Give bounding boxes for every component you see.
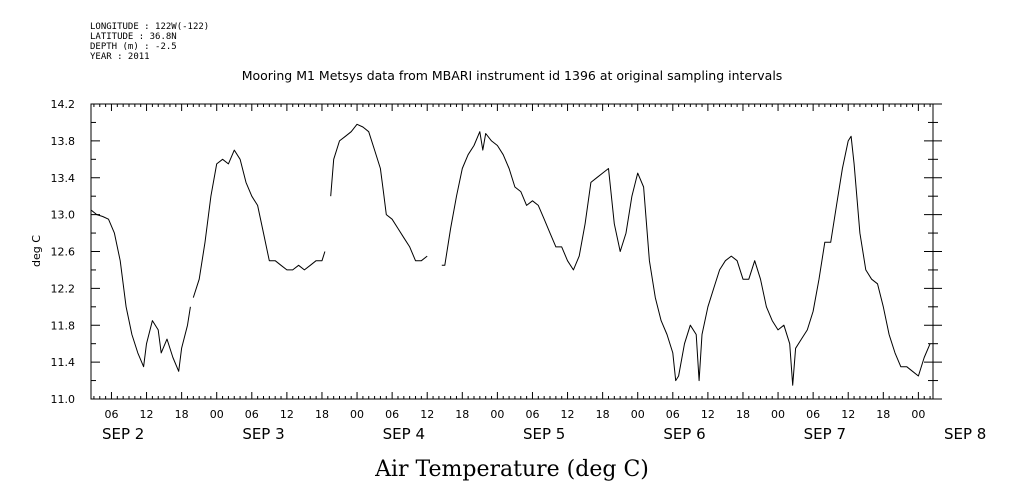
x-tick-label: 18	[315, 408, 329, 421]
longitude-text: LONGITUDE : 122W(-122)	[90, 22, 209, 32]
x-tick-label: 12	[420, 408, 434, 421]
x-tick-label: 00	[490, 408, 504, 421]
y-axis-label: deg C	[30, 235, 43, 267]
chart-title: Mooring M1 Metsys data from MBARI instru…	[242, 68, 783, 83]
series-line-segment	[441, 131, 931, 386]
y-tick-label: 14.2	[51, 98, 76, 111]
day-label: SEP 3	[242, 425, 284, 443]
x-tick-label: 06	[525, 408, 539, 421]
x-tick-label: 18	[596, 408, 610, 421]
depth-text: DEPTH (m) : -2.5	[90, 42, 177, 52]
day-label: SEP 5	[523, 425, 565, 443]
series-line-segment	[330, 123, 428, 262]
x-tick-label: 18	[876, 408, 890, 421]
series-line-segment	[90, 209, 191, 372]
day-label: SEP 8	[944, 425, 986, 443]
plot-frame	[90, 103, 934, 400]
x-tick-label: 12	[280, 408, 294, 421]
y-tick-label: 13.0	[51, 209, 76, 222]
axes: 06 12 18 00 06 12 18 00 06 12 18 00 06 12 18 00 06 12 18 00…	[51, 98, 987, 443]
day-label: SEP 6	[663, 425, 705, 443]
x-tick-label: 18	[736, 408, 750, 421]
y-tick-label: 12.2	[51, 282, 76, 295]
x-tick-label: 00	[771, 408, 785, 421]
y-tick-label: 13.4	[51, 172, 76, 185]
x-tick-label: 00	[350, 408, 364, 421]
x-tick-label: 00	[210, 408, 224, 421]
x-tick-label: 12	[140, 408, 154, 421]
x-tick-label: 06	[104, 408, 118, 421]
x-tick-label: 00	[631, 408, 645, 421]
x-tick-label: 12	[701, 408, 715, 421]
series-group	[90, 123, 931, 386]
x-tick-label: 00	[911, 408, 925, 421]
x-axis-title: Air Temperature (deg C)	[374, 457, 649, 482]
day-label: SEP 2	[102, 425, 144, 443]
day-label: SEP 4	[383, 425, 425, 443]
x-tick-label: 06	[385, 408, 399, 421]
x-tick-label: 18	[175, 408, 189, 421]
x-tick-label: 06	[666, 408, 680, 421]
y-tick-label: 12.6	[51, 246, 76, 259]
y-tick-label: 11.0	[51, 393, 76, 406]
x-tick-label: 06	[245, 408, 259, 421]
x-tick-label: 18	[455, 408, 469, 421]
day-label: SEP 7	[804, 425, 846, 443]
y-tick-label: 11.8	[51, 319, 76, 332]
series-line-segment	[192, 149, 326, 298]
year-text: YEAR : 2011	[90, 52, 150, 62]
y-tick-label: 11.4	[51, 356, 76, 369]
x-tick-label: 12	[841, 408, 855, 421]
x-tick-label: 12	[561, 408, 575, 421]
y-tick-label: 13.8	[51, 135, 76, 148]
latitude-text: LATITUDE : 36.8N	[90, 32, 177, 42]
x-tick-label: 06	[806, 408, 820, 421]
